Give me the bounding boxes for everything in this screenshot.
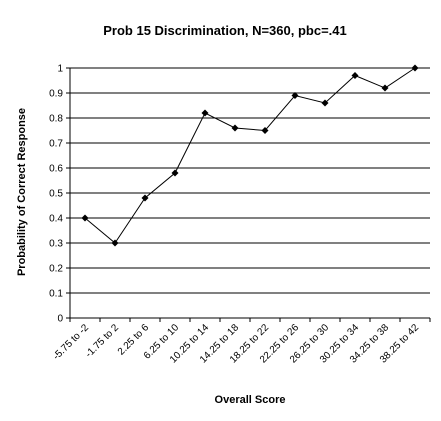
data-point	[141, 194, 149, 202]
data-point	[201, 109, 209, 117]
x-tick-label: -5.75 to -2	[51, 322, 91, 362]
data-point	[231, 124, 239, 132]
gridlines	[66, 67, 430, 319]
data-point	[411, 64, 419, 72]
chart-title: Prob 15 Discrimination, N=360, pbc=.41	[103, 23, 346, 38]
data-point	[321, 99, 329, 107]
y-tick-label: 0.7	[49, 139, 63, 150]
y-tick-label: 0.9	[49, 89, 63, 100]
y-tick-label: 0.2	[49, 264, 63, 275]
x-axis-label: Overall Score	[215, 394, 286, 406]
x-tick-labels: -5.75 to -2-1.75 to 22.25 to 66.25 to 10…	[51, 318, 431, 366]
y-tick-labels: 0 0.1 0.2 0.3 0.4 0.5 0.6 0.7 0.8 0.9 1	[49, 64, 63, 325]
y-tick-label: 0.1	[49, 289, 63, 300]
x-tick-label: -1.75 to 2	[83, 322, 121, 360]
data-point	[381, 84, 389, 92]
series-path	[84, 67, 416, 244]
data-point	[171, 169, 179, 177]
y-tick-label: 0	[57, 314, 63, 325]
data-point	[261, 127, 269, 134]
y-tick-label: 0.8	[49, 114, 63, 125]
y-tick-label: 0.5	[49, 189, 63, 200]
data-point	[291, 92, 299, 99]
y-tick-label: 0.6	[49, 164, 63, 175]
y-tick-label: 0.4	[49, 214, 63, 225]
series-line	[81, 64, 419, 247]
y-tick-label: 1	[57, 64, 63, 75]
y-tick-label: 0.3	[49, 239, 63, 250]
y-axis-label: Probability of Correct Response	[16, 108, 28, 276]
data-point	[351, 72, 359, 79]
data-point	[111, 239, 119, 247]
data-point	[81, 214, 89, 222]
